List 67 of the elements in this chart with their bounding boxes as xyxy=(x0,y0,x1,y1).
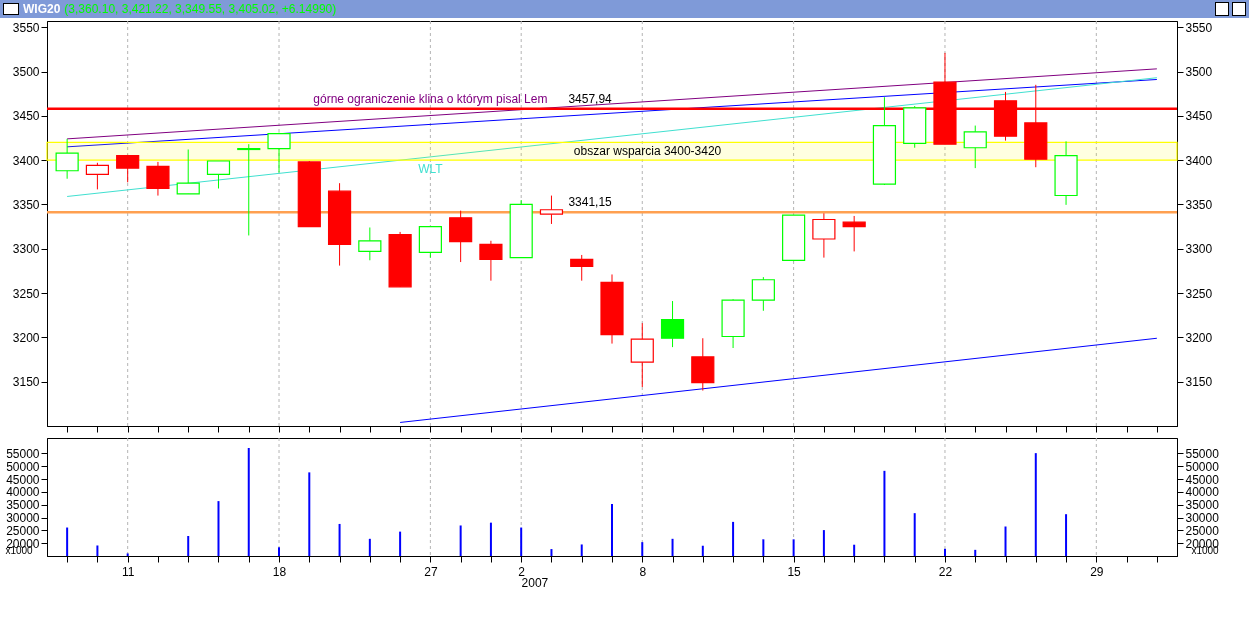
y-tick-label: 25000 xyxy=(6,523,40,538)
band-label: obszar wsparcia 3400-3420 xyxy=(573,144,722,159)
candlestick xyxy=(570,254,594,282)
y2-tick-label: 3450 xyxy=(1185,109,1213,124)
x-tick-label: 18 xyxy=(272,564,287,579)
candlestick xyxy=(146,161,170,197)
series-label: WLT xyxy=(418,161,444,176)
y2-tick-label: 45000 xyxy=(1185,472,1220,487)
candlestick xyxy=(358,226,382,261)
y-tick-label: 3350 xyxy=(12,197,40,212)
x-tick-label: 15 xyxy=(787,564,802,579)
y-tick-label: 30000 xyxy=(6,511,40,526)
ref-line-label: 3341,15 xyxy=(568,195,613,210)
y-tick-label: 40000 xyxy=(6,485,40,500)
x-tick-label: 8 xyxy=(639,564,647,579)
y2-tick-label: 3350 xyxy=(1185,197,1213,212)
y2-tick-label: 40000 xyxy=(1185,485,1220,500)
chart-subtitle: (3,360.10, 3,421.22, 3,349.55, 3,405.02, +6.14990) xyxy=(64,2,337,16)
y-tick-label: 45000 xyxy=(6,472,40,487)
candlestick xyxy=(751,276,775,312)
candlestick xyxy=(963,125,987,169)
y2-tick-label: 3300 xyxy=(1185,242,1213,257)
y2-tick-label: 3400 xyxy=(1185,153,1213,168)
y2-tick-label: 3550 xyxy=(1185,20,1213,35)
y2-tick-label: 3200 xyxy=(1185,330,1213,345)
y2-tick-label: 30000 xyxy=(1185,511,1220,526)
candlestick xyxy=(267,132,291,174)
y2-tick-label: 35000 xyxy=(1185,498,1220,513)
y2-tick-label: 50000 xyxy=(1185,459,1220,474)
candlestick xyxy=(660,300,685,348)
x-tick-label: 11 xyxy=(121,564,135,579)
x-tick-label: 2 xyxy=(518,564,526,579)
y-tick-label: 35000 xyxy=(6,498,40,513)
text: 2007 xyxy=(521,576,549,590)
candlestick xyxy=(55,138,79,180)
candlestick xyxy=(449,210,473,263)
chart-title: WIG20 xyxy=(23,2,61,16)
y-tick-label: 3400 xyxy=(12,153,40,168)
y-tick-label: 3450 xyxy=(12,109,40,124)
candlestick xyxy=(206,160,231,189)
series-label: górne ograniczenie klina o którym pisal Lem xyxy=(313,91,548,106)
y-tick-label: 3150 xyxy=(12,375,40,390)
ref-line-label: 3457,94 xyxy=(568,91,613,106)
y2-tick-label: 3150 xyxy=(1185,375,1213,390)
x-tick-label: 29 xyxy=(1090,564,1104,579)
candlestick xyxy=(116,154,140,183)
y2-tick-label: 3250 xyxy=(1185,286,1213,301)
y2-tick-label: 25000 xyxy=(1185,523,1220,538)
y-tick-label: 3250 xyxy=(12,286,40,301)
y-tick-label: 55000 xyxy=(6,446,40,461)
candlestick xyxy=(237,143,261,236)
candlestick xyxy=(812,212,836,259)
y2-tick-label: 3500 xyxy=(1185,65,1213,80)
candlestick xyxy=(176,149,200,195)
y-tick-label: 3500 xyxy=(12,65,40,80)
text: x1000 xyxy=(5,545,33,556)
candlestick xyxy=(85,162,110,190)
candlestick xyxy=(630,322,654,388)
y-tick-label: 50000 xyxy=(6,459,40,474)
candlestick xyxy=(479,240,503,282)
y-tick-label: 3300 xyxy=(12,242,40,257)
y2-tick-label: 55000 xyxy=(1185,446,1220,461)
x-tick-label: 22 xyxy=(938,564,953,579)
y-tick-label: 3550 xyxy=(12,20,40,35)
candlestick xyxy=(539,195,564,225)
y-tick-label: 3200 xyxy=(12,330,40,345)
x-tick-label: 27 xyxy=(424,564,438,579)
